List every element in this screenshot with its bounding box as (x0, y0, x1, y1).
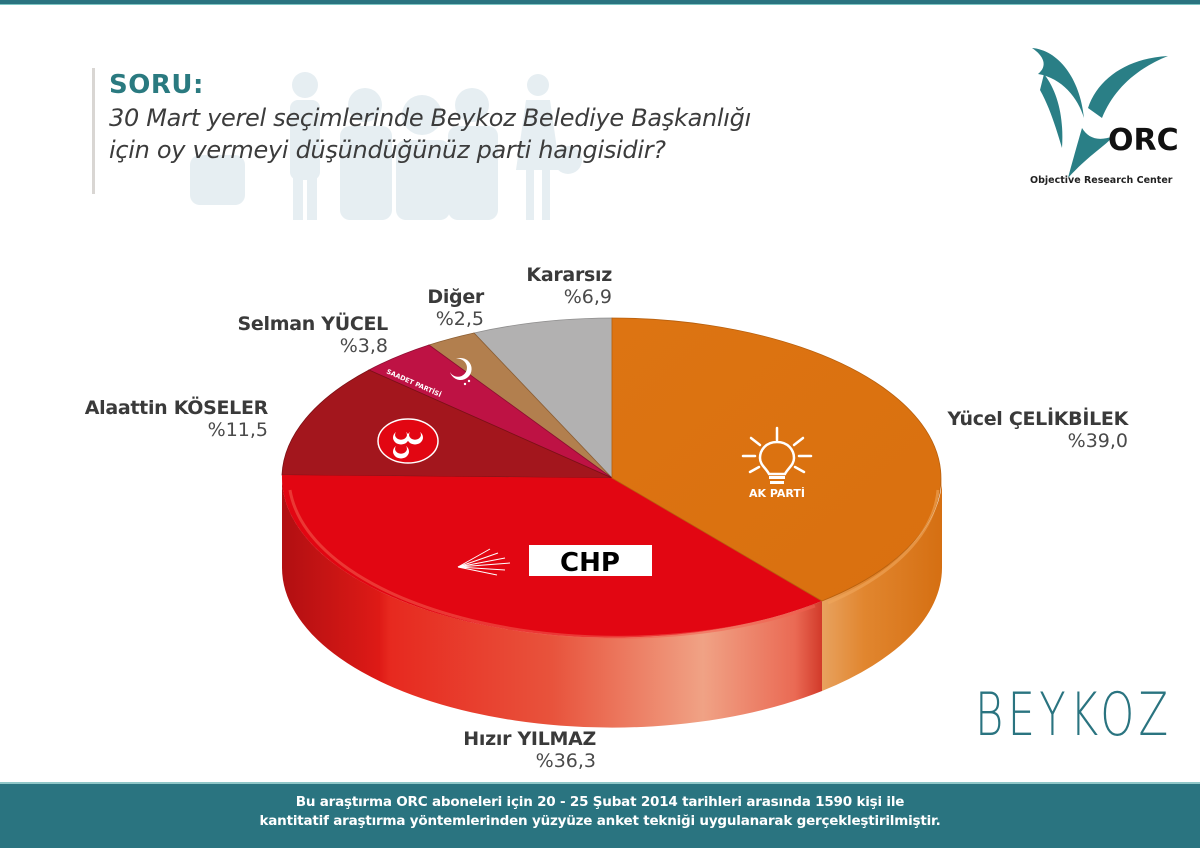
label-saadet: Selman YÜCEL %3,8 (237, 313, 389, 357)
ak-parti-logo-icon: AK PARTİ (741, 426, 813, 500)
footer-line-1: Bu araştırma ORC aboneleri için 20 - 25 … (295, 794, 905, 810)
district-name: BEYKOZ (975, 680, 1173, 750)
svg-text:AK PARTİ: AK PARTİ (749, 486, 805, 500)
mhp-logo-icon (377, 418, 439, 464)
footer-note: Bu araştırma ORC aboneleri için 20 - 25 … (0, 782, 1200, 848)
question-label: SORU: (109, 70, 204, 100)
ak-parti-slice (611, 317, 942, 602)
label-mhp: Alaattin KÖSELER %11,5 (84, 397, 269, 441)
label-diger: Diğer %2,5 (427, 286, 484, 330)
chp-slice-side (282, 478, 822, 728)
question-line-2: için oy vermeyi düşündüğünüz parti hangi… (109, 136, 666, 164)
label-kararsiz: Kararsız %6,9 (526, 264, 612, 308)
question-line-1: 30 Mart yerel seçimlerinde Beykoz Beledi… (109, 104, 751, 132)
top-accent-bar (0, 0, 1200, 5)
ak-parti-slice-side (822, 478, 942, 691)
question-block: SORU: 30 Mart yerel seçimlerinde Beykoz … (92, 68, 812, 194)
people-silhouette-icon (190, 72, 582, 220)
orc-logo-icon: ORC (1032, 48, 1179, 178)
svg-text:CHP: CHP (560, 548, 620, 578)
logo-caption: Objective Research Center (1030, 175, 1173, 186)
svg-text:ORC: ORC (1108, 123, 1179, 158)
chp-logo-icon: CHP (457, 545, 652, 578)
mhp-slice (281, 369, 613, 479)
label-ak-parti: Yücel ÇELİKBİLEK %39,0 (947, 408, 1128, 452)
footer-line-2: kantitatif araştırma yöntemlerinden yüzy… (259, 813, 941, 829)
label-chp: Hızır YILMAZ %36,3 (463, 728, 596, 772)
kararsiz-slice (473, 317, 613, 480)
